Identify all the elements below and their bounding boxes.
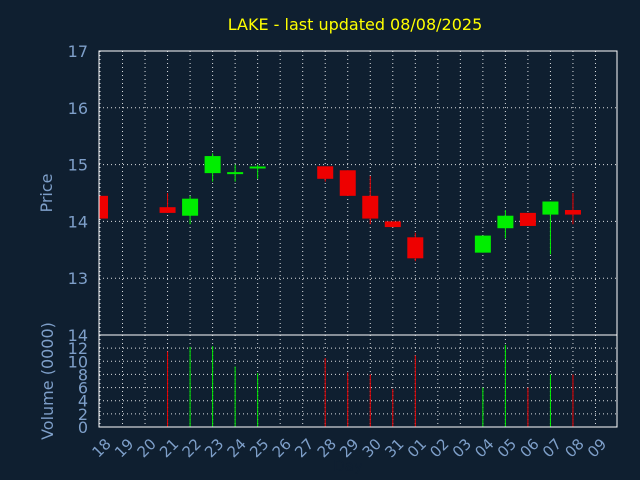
volume-panel-frame (98, 334, 618, 428)
volume-bars-layer (167, 344, 574, 427)
candle-body (497, 215, 514, 229)
candle-body (407, 237, 424, 259)
price-y-tick-labels: 13 14 15 16 17 (68, 42, 88, 288)
candles-layer (99, 153, 581, 262)
volume-grid (99, 334, 617, 428)
candle (339, 170, 356, 196)
candle-body (362, 195, 379, 219)
candle-body (542, 201, 559, 215)
candle (384, 221, 401, 228)
price-y-tick-label: 13 (68, 269, 88, 288)
candle-body (384, 221, 401, 228)
candle (204, 153, 221, 182)
x-axis-label: Day (333, 457, 363, 475)
price-y-tick-label: 14 (68, 212, 88, 231)
candle (362, 175, 379, 225)
volume-y-tick-label: 8 (78, 365, 88, 384)
candle (519, 212, 536, 226)
candle (317, 166, 334, 182)
volume-axis-label: Volume (0000) (38, 322, 57, 440)
candle (249, 164, 266, 179)
candle-body (182, 198, 199, 216)
candle (159, 193, 176, 213)
chart-title: LAKE - last updated 08/08/2025 (228, 15, 483, 34)
candle-body (519, 212, 536, 226)
candle-body (564, 210, 581, 215)
price-grid (99, 50, 617, 335)
candle (542, 201, 559, 255)
candle (182, 195, 199, 225)
volume-y-tick-label: 12 (68, 339, 88, 358)
candle-body (99, 195, 108, 219)
price-y-tick-label: 17 (68, 42, 88, 61)
volume-y-tick-label: 10 (68, 352, 88, 371)
candle (99, 195, 108, 219)
candle (497, 210, 514, 239)
volume-y-tick-label: 4 (78, 392, 88, 411)
candle-body (204, 156, 221, 174)
price-y-tick-label: 16 (68, 99, 88, 118)
volume-y-tick-label: 6 (78, 379, 88, 398)
candle-body (159, 207, 176, 213)
price-axis-label: Price (37, 173, 56, 212)
volume-y-tick-label: 0 (78, 418, 88, 437)
candle (564, 193, 581, 225)
candle (474, 235, 491, 253)
candle-body (317, 166, 334, 179)
candle (407, 232, 424, 262)
volume-y-tick-label: 14 (68, 326, 88, 345)
candle-body (474, 235, 491, 253)
candle-body (339, 170, 356, 196)
price-panel-frame (98, 50, 618, 336)
x-tick-label: 09 (584, 435, 610, 461)
volume-y-tick-label: 2 (78, 405, 88, 424)
candle (227, 164, 244, 182)
price-y-tick-label: 15 (68, 156, 88, 175)
